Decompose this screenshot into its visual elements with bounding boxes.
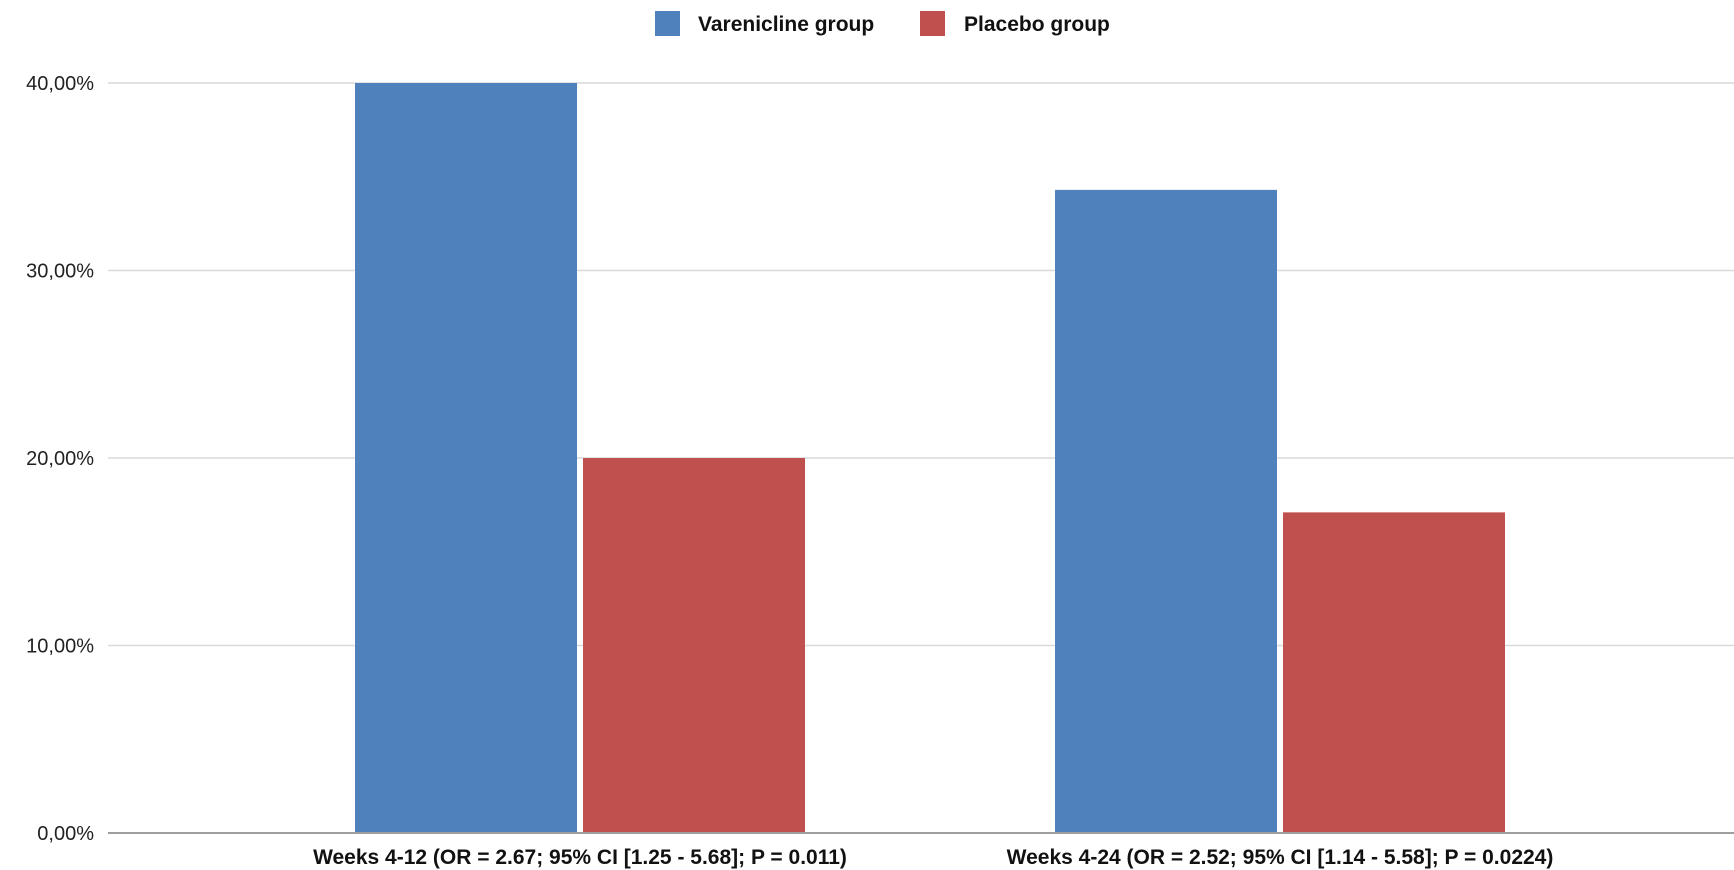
legend-swatch [920, 11, 945, 36]
legend-swatch [655, 11, 680, 36]
y-tick-label: 30,00% [26, 261, 94, 283]
legend-label: Varenicline group [698, 13, 874, 36]
y-tick-label: 40,00% [26, 73, 94, 95]
x-category-label: Weeks 4-24 (OR = 2.52; 95% CI [1.14 - 5.… [1007, 846, 1554, 869]
y-tick-label: 20,00% [26, 448, 94, 470]
bar-varenicline-2 [1055, 189, 1277, 833]
bar-placebo-1 [583, 458, 805, 833]
y-axis-ticks: 0,00% 10,00% 20,00% 30,00% 40,00% [26, 73, 94, 845]
bar-varenicline-1 [355, 83, 577, 833]
x-category-label: Weeks 4-12 (OR = 2.67; 95% CI [1.25 - 5.… [313, 846, 847, 869]
x-axis-categories: Weeks 4-12 (OR = 2.67; 95% CI [1.25 - 5.… [313, 846, 1553, 869]
bars [355, 83, 1505, 833]
y-tick-label: 0,00% [37, 823, 94, 845]
legend: Varenicline group Placebo group [655, 11, 1110, 36]
y-tick-label: 10,00% [26, 636, 94, 658]
bar-placebo-2 [1283, 512, 1505, 833]
legend-label: Placebo group [964, 13, 1110, 36]
